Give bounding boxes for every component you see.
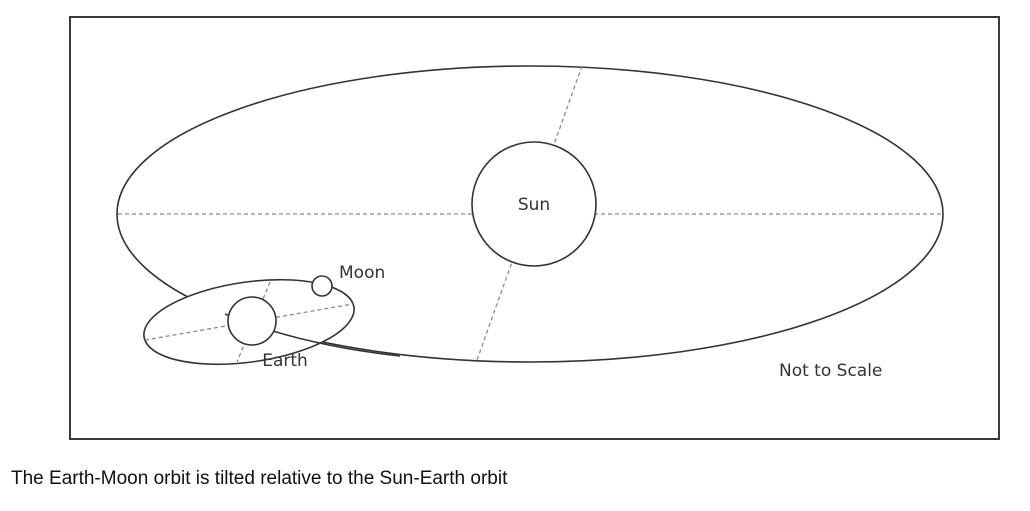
moon-body	[311, 275, 333, 297]
diagram-caption: The Earth-Moon orbit is tilted relative …	[11, 468, 508, 489]
earth-label: Earth	[262, 351, 308, 371]
moon-label: Moon	[339, 263, 385, 283]
earth-body	[227, 296, 277, 346]
sun-earth-orbit	[116, 65, 944, 363]
not-to-scale-note: Not to Scale	[779, 361, 882, 381]
sun-label: Sun	[518, 195, 550, 215]
orbit-diagram: Sun Earth Moon Not to Scale	[69, 16, 1000, 440]
sun-body	[471, 141, 597, 267]
